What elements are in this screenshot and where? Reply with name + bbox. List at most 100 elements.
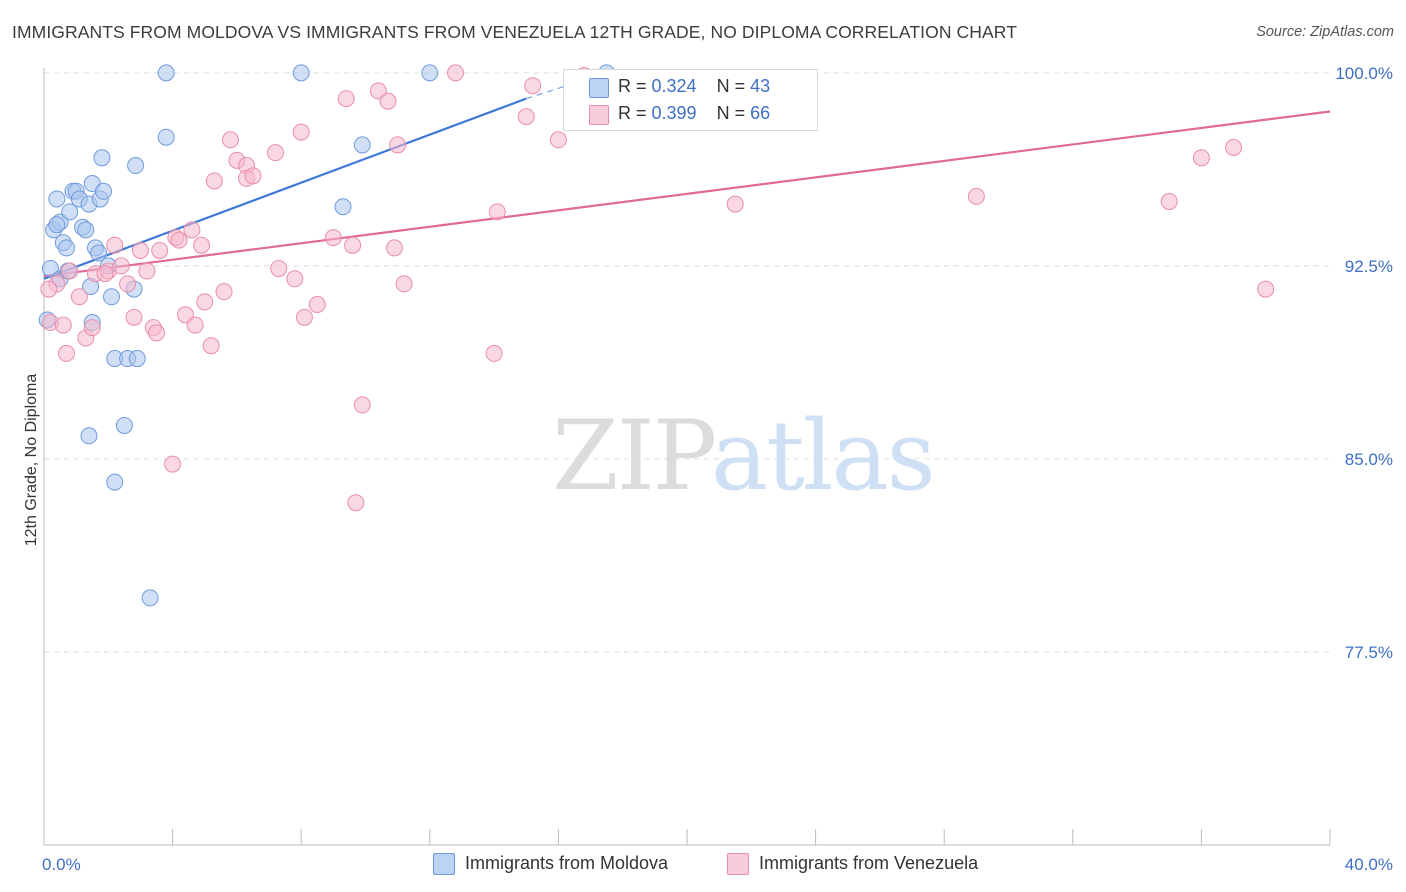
bottom-legend-label-venezuela: Immigrants from Venezuela — [759, 853, 979, 873]
venezuela-point — [58, 344, 76, 362]
venezuela-point — [138, 262, 156, 280]
legend-r-label: R = — [618, 76, 652, 96]
chart-title: IMMIGRANTS FROM MOLDOVA VS IMMIGRANTS FR… — [12, 22, 1017, 42]
venezuela-point — [193, 236, 211, 254]
moldova-point — [141, 589, 159, 607]
venezuela-point — [1257, 280, 1275, 298]
venezuela-trend-line — [43, 110, 1331, 278]
venezuela-point — [1192, 149, 1210, 167]
moldova-point — [61, 203, 79, 221]
venezuela-point — [215, 283, 233, 301]
moldova-point — [93, 149, 111, 167]
legend-r-value: 0.399 — [651, 103, 697, 123]
venezuela-point — [324, 229, 342, 247]
moldova-point — [94, 182, 112, 200]
venezuela-point — [202, 337, 220, 355]
venezuela-point — [347, 494, 365, 512]
moldova-point — [292, 64, 310, 82]
venezuela-point — [395, 275, 413, 293]
tick-labels: 77.5% 85.0% 92.5% 100.0% 0.0% 40.0% — [42, 64, 1393, 874]
venezuela-point — [170, 231, 188, 249]
y-tick-label: 100.0% — [1335, 64, 1393, 83]
venezuela-point — [61, 262, 79, 280]
venezuela-point — [447, 64, 465, 82]
x-tick-label: 0.0% — [42, 855, 81, 874]
venezuela-point — [1160, 193, 1178, 211]
legend-r-label: R = — [618, 103, 652, 123]
moldova-trend-line — [43, 97, 527, 280]
venezuela-point — [266, 144, 284, 162]
venezuela-point — [488, 203, 506, 221]
venezuela-point — [186, 316, 204, 334]
y-tick-label: 85.0% — [1345, 450, 1393, 469]
venezuela-point — [517, 108, 535, 126]
venezuela-point — [1225, 139, 1243, 157]
venezuela-point — [131, 241, 149, 259]
venezuela-point — [344, 236, 362, 254]
bottom-legend-swatch-venezuela — [727, 853, 749, 875]
moldova-point — [106, 473, 124, 491]
venezuela-point — [292, 123, 310, 141]
venezuela-point — [286, 270, 304, 288]
venezuela-point — [70, 288, 88, 306]
venezuela-point — [96, 265, 114, 283]
venezuela-point — [205, 172, 223, 190]
venezuela-point — [295, 308, 313, 326]
moldova-point — [127, 157, 145, 175]
moldova-point — [48, 216, 66, 234]
venezuela-point — [353, 396, 371, 414]
axes — [43, 68, 1331, 846]
venezuela-point — [83, 319, 101, 337]
venezuela-point — [726, 195, 744, 213]
legend-swatch-moldova — [589, 78, 609, 98]
moldova-point — [58, 239, 76, 257]
moldova-point — [80, 427, 98, 445]
watermark: ZIPatlas — [552, 400, 936, 512]
venezuela-point — [379, 92, 397, 110]
bottom-legend-swatch-moldova — [433, 853, 455, 875]
venezuela-point — [148, 324, 166, 342]
legend-n-label: N = — [716, 76, 751, 96]
correlation-legend: R = 0.324 N = 43 R = 0.399 N = 66 — [563, 69, 818, 131]
venezuela-point — [125, 308, 143, 326]
moldova-point — [103, 288, 121, 306]
x-tick-label: 40.0% — [1345, 855, 1393, 874]
venezuela-point — [385, 239, 403, 257]
legend-swatch-venezuela — [589, 105, 609, 125]
legend-r-value: 0.324 — [651, 76, 697, 96]
moldova-point — [48, 190, 66, 208]
moldova-point — [334, 198, 352, 216]
venezuela-point — [524, 77, 542, 95]
moldova-point — [115, 416, 133, 434]
watermark-atlas: atlas — [710, 400, 936, 512]
moldova-point — [128, 350, 146, 368]
venezuela-point — [119, 275, 137, 293]
venezuela-point — [270, 259, 288, 277]
venezuela-point — [196, 293, 214, 311]
venezuela-point — [389, 136, 407, 154]
venezuela-point — [308, 296, 326, 314]
venezuela-point — [40, 280, 58, 298]
legend-n-value: 66 — [750, 103, 771, 123]
venezuela-point — [106, 236, 124, 254]
venezuela-point — [112, 257, 130, 275]
y-tick-label: 77.5% — [1345, 643, 1393, 662]
data-points — [38, 64, 1275, 607]
moldova-point — [157, 64, 175, 82]
venezuela-point — [549, 131, 567, 149]
venezuela-point — [221, 131, 239, 149]
grid-lines — [44, 72, 1330, 653]
venezuela-point — [244, 167, 262, 185]
venezuela-point — [967, 187, 985, 205]
moldova-point — [157, 128, 175, 146]
bottom-legend-label-moldova: Immigrants from Moldova — [465, 853, 669, 873]
watermark-zip: ZIP — [552, 400, 713, 512]
legend-n-label: N = — [716, 103, 751, 123]
venezuela-point — [164, 455, 182, 473]
moldova-point — [421, 64, 439, 82]
venezuela-point — [183, 221, 201, 239]
venezuela-point — [151, 241, 169, 259]
venezuela-point — [485, 344, 503, 362]
moldova-point — [77, 221, 95, 239]
